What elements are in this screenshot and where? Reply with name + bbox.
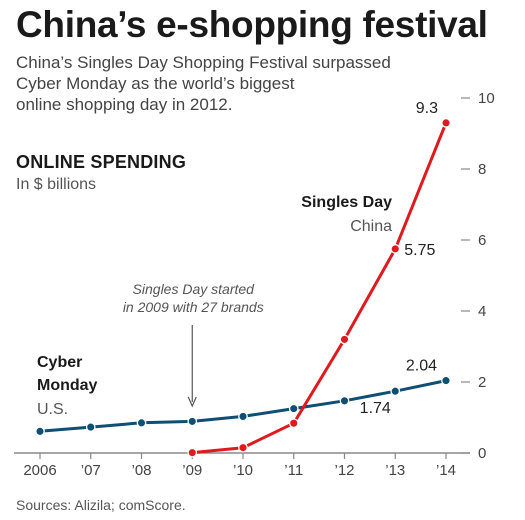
data-label: 5.75 xyxy=(404,242,435,259)
chart-subtitle: China’s Singles Day Shopping Festival su… xyxy=(16,52,416,115)
series-region-cyber-monday: U.S. xyxy=(37,401,68,418)
x-tick-label: ’14 xyxy=(436,462,456,479)
series-line-singles_day xyxy=(190,121,448,455)
subtitle-line: online shopping day in 2012. xyxy=(16,95,233,114)
data-point-singles_day xyxy=(441,118,451,128)
y-tick-label: 6 xyxy=(478,232,486,249)
series-region-singles-day: China xyxy=(350,218,392,235)
x-tick-label: ’09 xyxy=(182,462,202,479)
x-tick-label: 2006 xyxy=(23,462,56,479)
annotation-line: in 2009 with 27 brands xyxy=(123,299,264,315)
y-tick-label: 0 xyxy=(478,445,486,462)
data-point-singles_day xyxy=(339,334,350,345)
annotation-arrow-head xyxy=(187,396,197,408)
data-point-cyber_monday xyxy=(85,422,96,432)
data-point-cyber_monday xyxy=(187,416,198,427)
chart-title: China’s e-shopping festival xyxy=(16,4,488,45)
section-heading: ONLINE SPENDING xyxy=(16,152,187,172)
subtitle-line: Cyber Monday as the world’s biggest xyxy=(16,74,295,93)
y-tick-label: 4 xyxy=(478,303,486,320)
x-tick-label: ’10 xyxy=(233,462,253,479)
data-label: 9.3 xyxy=(416,100,438,117)
data-point-cyber_monday xyxy=(390,386,401,397)
x-tick-label: ’11 xyxy=(284,462,303,479)
data-point-singles_day xyxy=(187,447,198,458)
y-tick-label: 10 xyxy=(478,90,495,107)
x-tick-label: ’12 xyxy=(334,462,354,479)
series-label-singles-day: Singles Day xyxy=(301,194,392,211)
data-point-singles_day xyxy=(238,442,248,453)
x-tick-label: ’08 xyxy=(131,462,151,479)
x-tick-label: ’07 xyxy=(81,462,101,479)
y-tick-label: 2 xyxy=(478,374,486,391)
data-point-cyber_monday xyxy=(35,426,45,437)
source-note: Sources: Alizila; comScore. xyxy=(16,497,186,513)
data-point-cyber_monday xyxy=(136,417,147,428)
data-point-singles_day xyxy=(288,418,299,429)
data-label: 2.04 xyxy=(406,358,437,375)
x-tick-label: ’13 xyxy=(385,462,405,479)
data-point-cyber_monday xyxy=(339,395,350,406)
y-tick-label: 8 xyxy=(478,161,486,178)
unit-label: In $ billions xyxy=(16,176,97,193)
data-point-cyber_monday xyxy=(238,411,248,422)
data-point-cyber_monday xyxy=(441,375,451,386)
data-label: 1.74 xyxy=(360,400,391,417)
series-label-cyber-monday: Cyber xyxy=(37,354,82,371)
subtitle-line: China’s Singles Day Shopping Festival su… xyxy=(16,53,391,72)
series-label-cyber-monday: Monday xyxy=(37,377,98,394)
annotation-line: Singles Day started xyxy=(133,281,256,297)
data-point-singles_day xyxy=(390,244,401,254)
data-point-cyber_monday xyxy=(288,403,299,414)
